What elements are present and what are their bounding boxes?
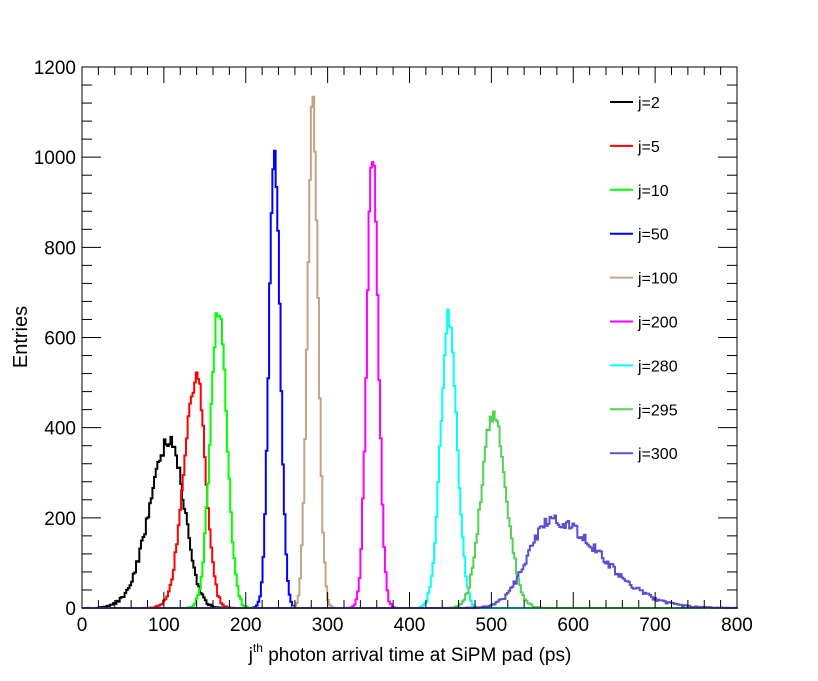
x-tick-label: 0	[77, 615, 88, 636]
y-axis-label: Entries	[10, 306, 32, 368]
legend-entry: j=2	[637, 95, 660, 112]
x-tick-label: 300	[312, 615, 344, 636]
y-tick-label: 400	[44, 419, 76, 440]
x-axis-label-text: photon arrival time at SiPM pad (ps)	[263, 645, 571, 666]
legend-entry: j=280	[637, 358, 678, 375]
legend-entry: j=100	[637, 271, 678, 288]
x-axis-label-superscript: th	[253, 641, 263, 655]
y-tick-label: 200	[44, 509, 76, 530]
x-tick-label: 700	[639, 615, 671, 636]
legend-entry: j=5	[637, 139, 660, 156]
x-tick-label: 800	[721, 615, 753, 636]
x-tick-label: 200	[230, 615, 262, 636]
legend-entry: j=10	[637, 183, 669, 200]
y-tick-label: 600	[44, 329, 76, 350]
y-tick-label: 1200	[34, 58, 76, 79]
x-tick-label: 600	[557, 615, 589, 636]
x-tick-label: 400	[394, 615, 426, 636]
legend-entry: j=50	[637, 227, 669, 244]
y-tick-label: 0	[65, 599, 76, 620]
legend-entry: j=295	[637, 402, 678, 419]
x-tick-label: 500	[476, 615, 508, 636]
x-axis-label-prefix: j	[248, 645, 253, 666]
y-tick-label: 1000	[34, 148, 76, 169]
legend-entry: j=200	[637, 315, 678, 332]
x-tick-label: 100	[148, 615, 180, 636]
legend-entry: j=300	[637, 446, 678, 463]
x-axis-label: jth photon arrival time at SiPM pad (ps)	[248, 641, 572, 666]
y-tick-label: 800	[44, 238, 76, 259]
histogram-series	[82, 410, 737, 609]
